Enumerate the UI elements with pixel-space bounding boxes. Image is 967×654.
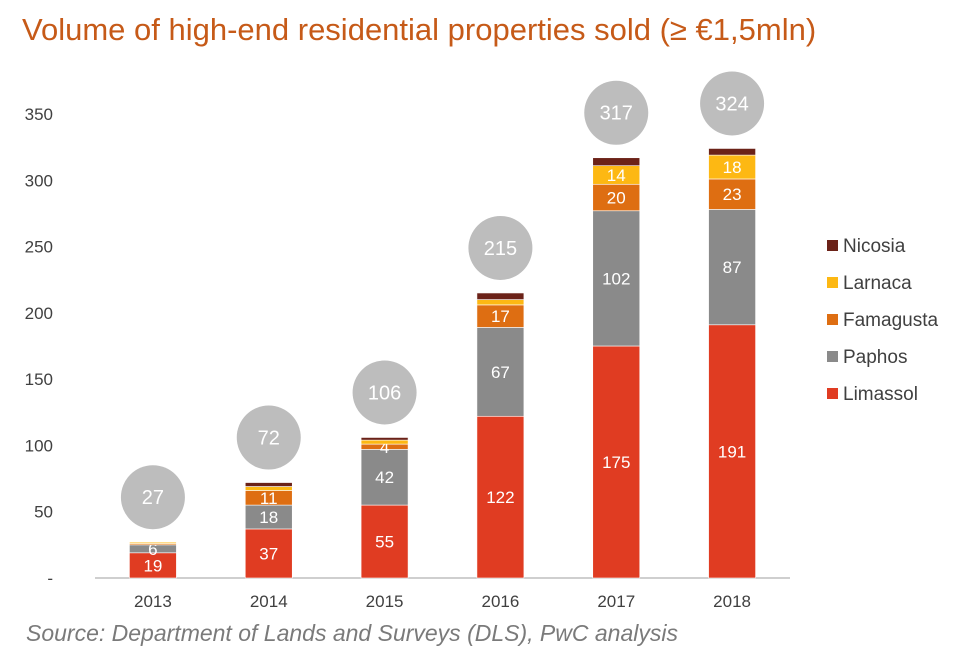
total-bubble — [468, 215, 533, 280]
data-label: 14 — [607, 166, 626, 185]
data-label: 102 — [602, 269, 630, 288]
bar-segment-limassol — [129, 552, 177, 579]
x-tick-label: 2013 — [134, 592, 172, 611]
legend-label: Larnaca — [843, 273, 912, 294]
total-labels: 27 72 106 215 317 324 — [120, 71, 765, 530]
y-tick-label: 100 — [25, 436, 53, 455]
x-tick-label: 2016 — [482, 592, 520, 611]
data-label: 191 — [718, 442, 746, 461]
data-label: 23 — [723, 185, 742, 204]
bar-segment-limassol — [592, 345, 641, 579]
total-label: 72 — [258, 428, 280, 450]
source-note: Source: Department of Lands and Surveys … — [26, 620, 678, 646]
data-label: 20 — [607, 189, 626, 208]
bar-segment-larnaca — [244, 486, 293, 491]
bar-segment-nicosia — [360, 437, 409, 441]
bar-segment-paphos — [708, 209, 756, 326]
data-label: 42 — [375, 468, 394, 487]
total-label: 27 — [142, 487, 164, 509]
y-tick-label: 250 — [25, 238, 53, 257]
bar-segment-nicosia — [244, 482, 293, 487]
data-label: 122 — [486, 488, 514, 507]
bar-segment-limassol — [476, 415, 525, 579]
legend-label: Nicosia — [843, 236, 906, 257]
data-label: 6 — [148, 540, 157, 559]
legend-swatch — [827, 314, 838, 325]
x-axis: 2013 2014 2015 2016 2017 2018 — [95, 577, 790, 611]
y-tick-label: 350 — [25, 105, 53, 124]
total-bubble — [236, 405, 301, 470]
bar-segment-famagusta — [708, 178, 756, 210]
bar-segment-larnaca — [129, 541, 177, 544]
total-label: 106 — [368, 382, 401, 404]
bar-segment-limassol — [244, 528, 293, 579]
total-label: 215 — [484, 238, 517, 260]
total-label: 317 — [600, 103, 633, 125]
bar-segment-paphos — [592, 210, 641, 347]
data-label: 4 — [380, 438, 389, 457]
data-label: 18 — [723, 158, 742, 177]
legend-swatch — [827, 351, 838, 362]
y-tick-label: - — [47, 569, 53, 588]
data-label: 175 — [602, 453, 630, 472]
y-tick-label: 50 — [34, 503, 53, 522]
data-label: 87 — [723, 258, 742, 277]
x-tick-label: 2017 — [597, 592, 635, 611]
total-bubble — [120, 465, 185, 530]
total-label: 324 — [715, 93, 748, 115]
total-bubble — [584, 80, 649, 145]
chart-title: Volume of high-end residential propertie… — [22, 12, 817, 47]
data-label: 18 — [259, 508, 278, 527]
legend-label: Limassol — [843, 384, 918, 405]
data-label: 37 — [259, 544, 278, 563]
y-tick-label: 150 — [25, 370, 53, 389]
legend: Nicosia Larnaca Famagusta Paphos Limassol — [827, 236, 938, 405]
bar-segment-nicosia — [708, 148, 756, 156]
y-tick-label: 300 — [25, 171, 53, 190]
bar-segment-larnaca — [360, 439, 409, 445]
data-label: 11 — [260, 489, 278, 508]
legend-swatch — [827, 277, 838, 288]
data-label: 19 — [143, 556, 162, 575]
x-tick-label: 2014 — [250, 592, 288, 611]
bar-segment-famagusta — [592, 183, 641, 212]
bar-segment-nicosia — [592, 157, 641, 167]
data-label: 67 — [491, 363, 510, 382]
legend-swatch — [827, 388, 838, 399]
bar-segment-limassol — [708, 324, 756, 579]
data-label: 55 — [375, 533, 394, 552]
bar-segment-paphos — [476, 327, 525, 417]
bar-segment-larnaca — [476, 299, 525, 306]
legend-label: Famagusta — [843, 310, 938, 331]
legend-label: Paphos — [843, 347, 907, 368]
bar-segment-nicosia — [476, 292, 525, 300]
data-label: 17 — [491, 307, 510, 326]
x-tick-label: 2015 — [366, 592, 404, 611]
total-bubble — [352, 360, 417, 425]
total-bubble — [700, 71, 765, 136]
y-tick-label: 200 — [25, 304, 53, 323]
y-axis: - 50 100 150 200 250 300 350 — [25, 105, 53, 588]
x-tick-label: 2018 — [713, 592, 751, 611]
legend-swatch — [827, 240, 838, 251]
